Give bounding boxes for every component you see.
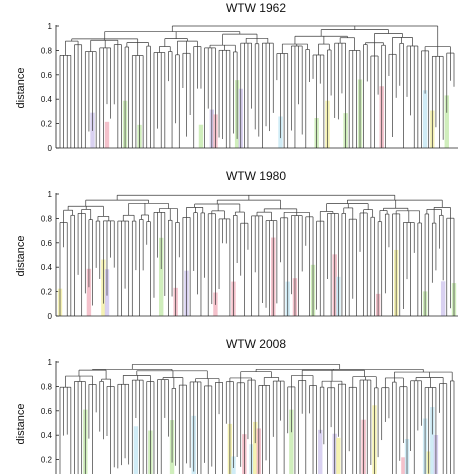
highlight-band — [336, 437, 341, 474]
y-axis-ticks: 0 0.2 0.4 0.6 0.8 1 — [41, 22, 59, 153]
y-tick-label: 0.2 — [41, 456, 53, 465]
highlight-band — [86, 268, 92, 316]
highlight-band — [133, 426, 139, 474]
highlight-band — [198, 124, 204, 148]
panel-title: WTW 1962 — [226, 1, 286, 15]
y-tick-label: 0.8 — [41, 382, 53, 391]
y-axis-label: distance — [15, 236, 27, 277]
dendrogram-panel-1980: WTW 1980 distance 0 0.2 0.4 0.6 0.8 1 — [15, 169, 458, 321]
highlight-band — [289, 409, 294, 474]
dendrogram-links — [59, 194, 455, 316]
y-tick-label: 1 — [48, 190, 53, 199]
panel-title: WTW 2008 — [226, 337, 286, 351]
y-axis-label: distance — [15, 404, 27, 445]
y-axis-ticks: 00.20.40.60.81 — [41, 358, 59, 465]
y-tick-label: 0.2 — [41, 120, 53, 129]
dendrogram-links — [59, 25, 455, 148]
y-tick-label: 0.8 — [41, 46, 53, 55]
highlight-band — [430, 407, 435, 474]
highlight-band — [444, 95, 449, 148]
y-tick-label: 1 — [48, 358, 53, 367]
dendrogram-links — [59, 364, 455, 474]
y-tick-label: 0 — [48, 312, 53, 321]
y-tick-label: 0.4 — [41, 431, 53, 440]
y-tick-label: 0.6 — [41, 239, 53, 248]
dendrogram-panel-1962: WTW 1962 distance 0 0.2 0.4 0.6 0.8 1 — [15, 1, 458, 153]
highlight-band — [440, 281, 446, 316]
y-tick-label: 0 — [48, 144, 53, 153]
y-tick-label: 0.2 — [41, 288, 53, 297]
highlight-band — [401, 457, 406, 474]
y-tick-label: 0.4 — [41, 263, 53, 272]
highlight-band — [159, 237, 164, 316]
highlight-band — [104, 121, 110, 148]
highlight-band — [318, 429, 323, 474]
y-axis-label: distance — [15, 68, 27, 109]
dendrogram-panel-2008: WTW 2008 distance 00.20.40.60.81 — [15, 337, 455, 474]
highlight-band — [252, 421, 258, 474]
panel-title: WTW 1980 — [226, 169, 286, 183]
y-tick-label: 0.8 — [41, 214, 53, 223]
y-tick-label: 0.4 — [41, 95, 53, 104]
highlight-band — [422, 90, 428, 148]
highlight-bands — [83, 405, 439, 474]
y-tick-label: 0.6 — [41, 71, 53, 80]
y-tick-label: 0.6 — [41, 407, 53, 416]
y-tick-label: 1 — [48, 22, 53, 31]
